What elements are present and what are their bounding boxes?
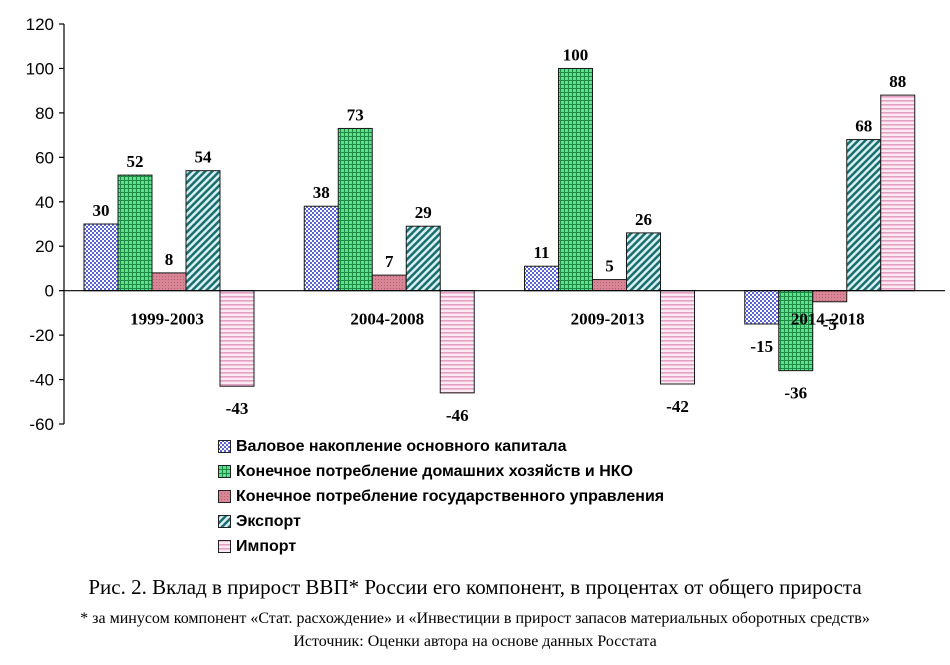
- figure-source: Источник: Оценки автора на основе данных…: [293, 633, 657, 650]
- data-label: 5: [605, 257, 614, 276]
- legend-swatch: [218, 490, 231, 503]
- data-label: 73: [347, 105, 364, 124]
- legend-label: Конечное потребление домашних хозяйств и…: [236, 462, 633, 480]
- y-tick-label: -60: [29, 415, 54, 430]
- bar: [592, 279, 627, 292]
- data-label: 52: [127, 152, 144, 171]
- y-axis: 120 100 80 60 40 20 0 -20 -40 -60: [26, 15, 65, 430]
- legend-swatch: [218, 540, 231, 553]
- data-label: 54: [195, 148, 213, 167]
- data-label: -46: [446, 406, 469, 425]
- legend-label: Экспорт: [236, 512, 301, 530]
- y-tick-label: 60: [35, 148, 54, 167]
- y-tick-label: 40: [35, 193, 54, 212]
- data-labels: 30 38 11 -15 52 73 100 -36 8 7 5 -5 54 29 26 68 -43 -46 -4…: [93, 45, 907, 424]
- legend-item: Импорт: [218, 534, 664, 559]
- bar: [558, 67, 593, 292]
- data-label: 7: [385, 252, 394, 271]
- bar: [524, 265, 559, 292]
- legend-item: Конечное потребление государственного уп…: [218, 484, 664, 509]
- y-tick-label: 20: [35, 237, 54, 256]
- y-tick-label: 0: [45, 282, 54, 301]
- data-label: -42: [666, 397, 689, 416]
- data-label: -36: [784, 384, 807, 403]
- legend-item: Валовое накопление основного капитала: [218, 434, 664, 459]
- y-tick-label: 120: [26, 15, 54, 34]
- bar: [303, 205, 339, 292]
- bar: [337, 127, 373, 292]
- legend-label: Валовое накопление основного капитала: [236, 437, 567, 455]
- y-tick-label: 100: [26, 59, 54, 78]
- data-label: 29: [415, 203, 432, 222]
- bar: [439, 290, 475, 394]
- legend: Валовое накопление основного капитала Кон…: [218, 434, 664, 559]
- figure-note: * за минусом компонент «Стат. расхождени…: [80, 610, 870, 627]
- category-label: 2004-2008: [350, 310, 424, 329]
- bar: [219, 290, 255, 387]
- legend-item: Конечное потребление домашних хозяйств и…: [218, 459, 664, 484]
- legend-label: Импорт: [236, 537, 297, 555]
- y-tick-label: -20: [29, 326, 54, 345]
- data-label: -43: [226, 399, 249, 418]
- category-labels: 1999-2003 2004-2008 2009-2013 2014-2018: [130, 310, 864, 329]
- bar: [812, 290, 848, 303]
- legend-swatch: [218, 465, 231, 478]
- legend-swatch: [218, 515, 231, 528]
- bar: [117, 174, 153, 292]
- data-label: 30: [93, 201, 110, 220]
- legend-item: Экспорт: [218, 509, 664, 534]
- data-label: 11: [533, 243, 549, 262]
- legend-swatch: [218, 440, 231, 453]
- category-label: 1999-2003: [130, 310, 204, 329]
- bar: [660, 290, 695, 385]
- figure-title: Рис. 2. Вклад в прирост ВВП* России его …: [88, 575, 862, 599]
- bar: [744, 290, 780, 325]
- bar: [185, 170, 221, 292]
- bar: [405, 225, 441, 292]
- bar: [846, 139, 882, 292]
- bar: [778, 290, 814, 372]
- legend-label: Конечное потребление государственного уп…: [236, 487, 665, 505]
- data-label: 68: [855, 117, 872, 136]
- y-tick-label: 80: [35, 104, 54, 123]
- bar: [151, 272, 187, 292]
- data-label: -15: [750, 337, 773, 356]
- category-label: 2014-2018: [791, 310, 865, 329]
- data-label: 88: [889, 72, 906, 91]
- data-label: -5: [823, 315, 837, 334]
- data-label: 26: [635, 210, 652, 229]
- bar: [371, 274, 407, 292]
- bar: [83, 223, 119, 292]
- bar-chart: 120 100 80 60 40 20 0 -20 -40 -60 1999-2003 2004-2…: [26, 15, 945, 430]
- bar: [626, 232, 661, 292]
- data-label: 8: [165, 250, 174, 269]
- y-tick-label: -40: [29, 371, 54, 390]
- data-label: 100: [563, 45, 589, 64]
- data-label: 38: [313, 183, 330, 202]
- bars: [83, 67, 916, 394]
- category-label: 2009-2013: [571, 310, 645, 329]
- bar: [880, 94, 916, 292]
